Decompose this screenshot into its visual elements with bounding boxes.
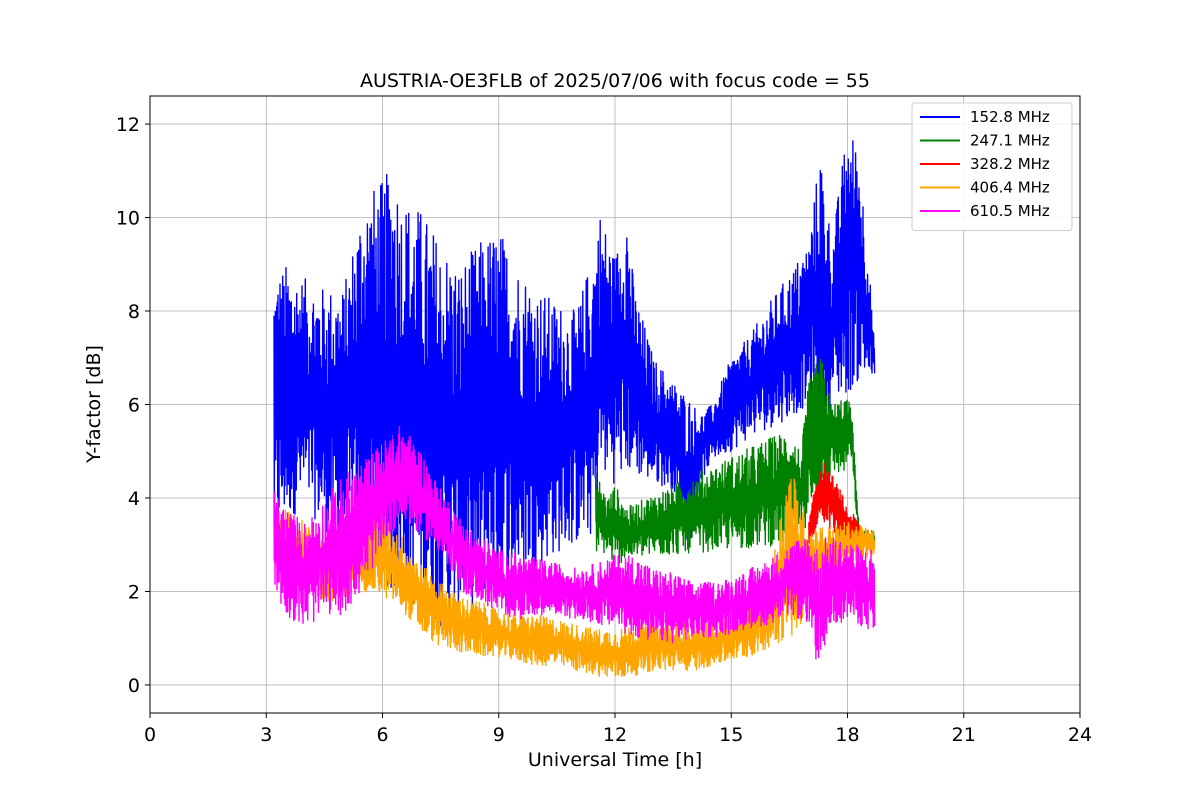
y-tick-label: 4: [128, 488, 140, 510]
x-tick-label: 0: [144, 724, 156, 746]
legend-label: 406.4 MHz: [970, 179, 1050, 197]
chart-title: AUSTRIA-OE3FLB of 2025/07/06 with focus …: [360, 70, 870, 92]
x-axis-label: Universal Time [h]: [528, 749, 702, 771]
x-tick-label: 9: [493, 724, 505, 746]
series-line-610-5-mhz: [273, 425, 876, 660]
y-tick-label: 6: [128, 395, 140, 417]
y-tick-label: 10: [116, 208, 140, 230]
series-line-247-1-mhz: [594, 358, 876, 564]
y-tick-label: 0: [128, 675, 140, 697]
series-line-328-2-mhz: [808, 462, 860, 549]
series-line-406-4-mhz: [273, 478, 876, 678]
x-tick-label: 3: [260, 724, 272, 746]
x-tick-label: 6: [376, 724, 388, 746]
y-tick-label: 2: [128, 581, 140, 603]
y-tick-label: 12: [116, 114, 140, 136]
legend-label: 152.8 MHz: [970, 108, 1050, 126]
x-tick-label: 21: [952, 724, 976, 746]
legend-label: 247.1 MHz: [970, 132, 1050, 150]
x-tick-label: 12: [603, 724, 627, 746]
y-tick-label: 8: [128, 301, 140, 323]
x-tick-label: 24: [1068, 724, 1092, 746]
series-line-152-8-mhz: [273, 140, 876, 628]
x-tick-label: 18: [835, 724, 859, 746]
legend-box: [911, 102, 1073, 231]
x-tick-label: 15: [719, 724, 743, 746]
plot-series: [273, 140, 876, 678]
legend-label: 328.2 MHz: [970, 155, 1050, 173]
legend-label: 610.5 MHz: [970, 202, 1050, 220]
y-axis-label: Y-factor [dB]: [83, 345, 105, 464]
legend: 152.8 MHz 247.1 MHz 328.2 MHz 406.4 MHz 610.…: [911, 102, 1073, 231]
